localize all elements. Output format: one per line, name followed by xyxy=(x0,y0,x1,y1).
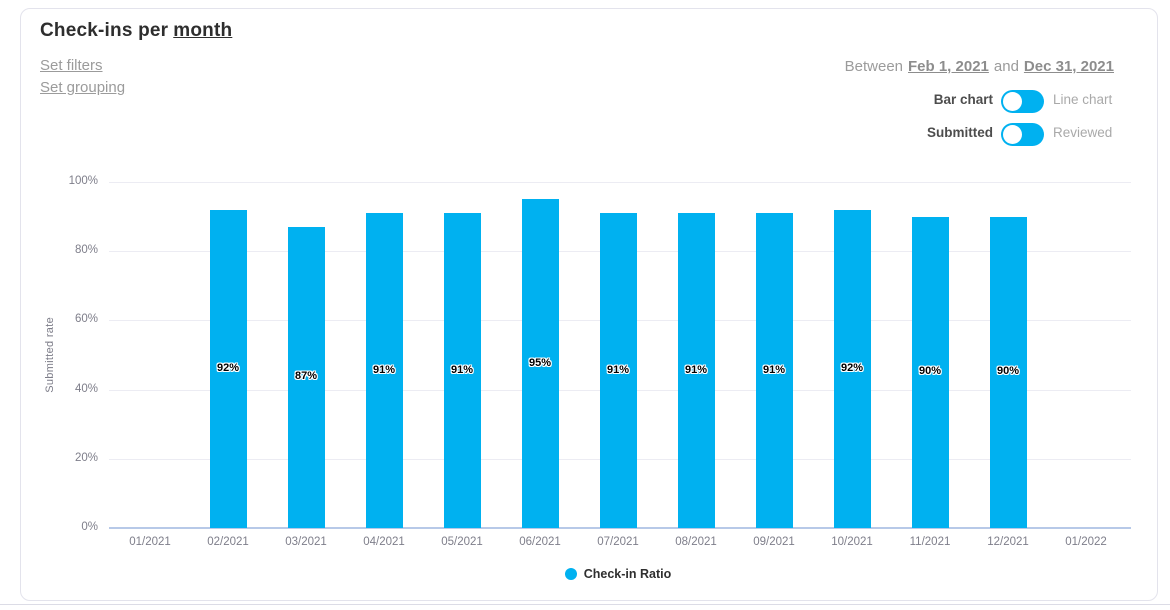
x-axis-tick-label: 02/2021 xyxy=(207,536,249,548)
chart-legend[interactable]: Check-in Ratio xyxy=(111,567,1125,581)
bar-12/2021[interactable] xyxy=(989,216,1027,528)
bar-value-label: 91% xyxy=(762,363,786,376)
date-range: Between Feb 1, 2021 and Dec 31, 2021 xyxy=(845,58,1114,75)
y-axis-tick-label: 40% xyxy=(74,382,98,395)
y-axis-title: Submitted rate xyxy=(44,182,56,528)
title-prefix: Check-ins per xyxy=(40,20,169,41)
bar-value-label: 91% xyxy=(372,363,396,376)
bar-value-label: 91% xyxy=(684,363,708,376)
bar-10/2021[interactable] xyxy=(833,209,871,528)
metric-toggle[interactable] xyxy=(1001,123,1044,146)
bar-value-label: 95% xyxy=(528,356,552,369)
y-axis-tick-label: 0% xyxy=(81,521,98,533)
x-axis-tick-label: 08/2021 xyxy=(675,536,717,548)
x-axis-tick-label: 04/2021 xyxy=(363,536,405,548)
bar-02/2021[interactable] xyxy=(209,209,247,528)
x-axis-tick-label: 09/2021 xyxy=(753,536,795,548)
bar-value-label: 87% xyxy=(294,370,318,383)
bar-value-label: 90% xyxy=(918,365,942,378)
bar-09/2021[interactable] xyxy=(755,213,793,528)
page-title: Check-ins per month xyxy=(40,20,232,42)
bar-11/2021[interactable] xyxy=(911,216,949,528)
bar-07/2021[interactable] xyxy=(599,213,637,528)
toggle-knob xyxy=(1003,92,1022,111)
x-axis-tick-label: 01/2022 xyxy=(1065,536,1107,548)
set-grouping-link[interactable]: Set grouping xyxy=(40,79,126,96)
bar-value-label: 92% xyxy=(840,361,864,374)
x-axis-line xyxy=(109,527,1131,529)
x-axis-tick-label: 07/2021 xyxy=(597,536,639,548)
x-axis-tick-label: 06/2021 xyxy=(519,536,561,548)
section-divider xyxy=(0,604,1170,605)
bar-value-label: 91% xyxy=(450,363,474,376)
between-label: Between xyxy=(844,58,903,75)
bar-chart-label: Bar chart xyxy=(933,92,993,107)
x-axis-tick-label: 11/2021 xyxy=(909,536,951,548)
x-axis-tick-label: 12/2021 xyxy=(987,536,1029,548)
submitted-label: Submitted xyxy=(927,125,993,140)
bar-value-label: 90% xyxy=(996,365,1020,378)
toggle-knob xyxy=(1003,125,1022,144)
chart-type-toggle[interactable] xyxy=(1001,90,1044,113)
grouping-selector[interactable]: month xyxy=(173,20,233,41)
gridline xyxy=(109,182,1131,183)
set-filters-link[interactable]: Set filters xyxy=(40,57,103,74)
y-axis-title-text: Submitted rate xyxy=(44,317,56,393)
bar-03/2021[interactable] xyxy=(287,226,325,528)
y-axis-tick-label: 100% xyxy=(68,175,98,187)
reviewed-label: Reviewed xyxy=(1053,125,1113,140)
line-chart-label: Line chart xyxy=(1053,92,1113,107)
and-label: and xyxy=(993,58,1019,75)
bar-08/2021[interactable] xyxy=(677,213,715,528)
x-axis-tick-label: 10/2021 xyxy=(831,536,873,548)
x-axis-tick-label: 01/2021 xyxy=(129,536,171,548)
bar-05/2021[interactable] xyxy=(443,213,481,528)
x-axis-tick-label: 05/2021 xyxy=(441,536,483,548)
y-axis-tick-label: 60% xyxy=(74,313,98,326)
end-date-link[interactable]: Dec 31, 2021 xyxy=(1023,58,1114,75)
legend-dot-icon xyxy=(564,568,577,580)
y-axis-tick-label: 20% xyxy=(74,451,98,464)
bar-06/2021[interactable] xyxy=(521,199,559,528)
legend-label: Check-in Ratio xyxy=(583,567,672,581)
start-date-link[interactable]: Feb 1, 2021 xyxy=(908,58,989,75)
bar-04/2021[interactable] xyxy=(365,213,403,528)
bar-value-label: 91% xyxy=(606,363,630,376)
y-axis-tick-label: 80% xyxy=(74,244,98,257)
bar-value-label: 92% xyxy=(216,361,240,374)
x-axis-tick-label: 03/2021 xyxy=(285,536,327,548)
